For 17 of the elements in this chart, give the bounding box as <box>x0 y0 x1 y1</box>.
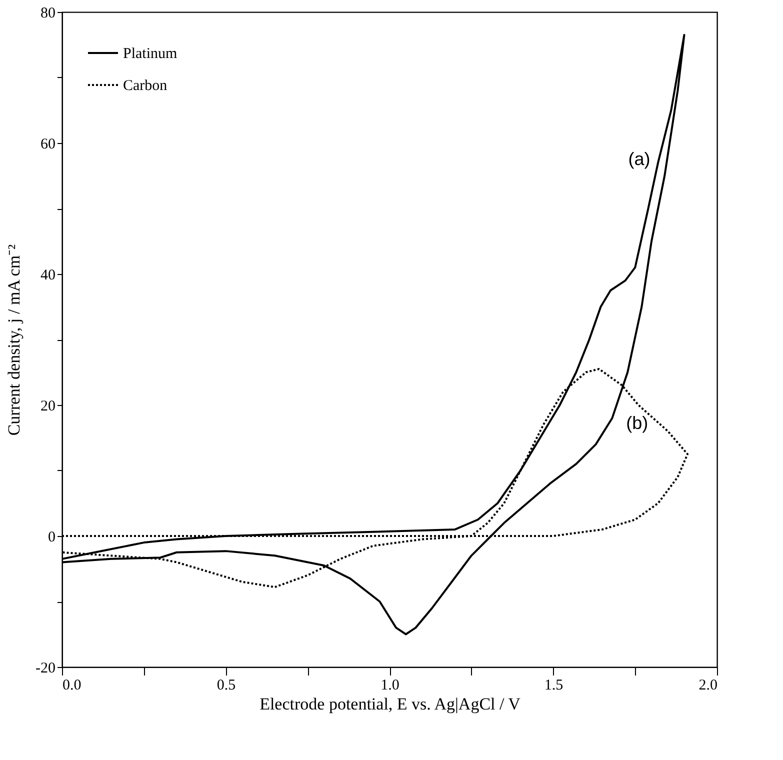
x-tick-label: 1.5 <box>544 678 564 694</box>
legend-label: Platinum <box>123 46 178 62</box>
y-axis-title: Current density, j / mA cm⁻² <box>4 244 24 436</box>
x-tick-label: 0.0 <box>62 678 82 694</box>
y-tick-label: 0 <box>48 530 56 546</box>
y-tick-label: 20 <box>40 398 56 414</box>
x-axis-title: Electrode potential, E vs. Ag|AgCl / V <box>260 694 522 714</box>
x-tick-label: 2.0 <box>698 678 718 694</box>
legend-label: Carbon <box>123 78 168 94</box>
annotation: (a) <box>628 148 650 169</box>
y-tick-label: -20 <box>36 660 56 676</box>
x-tick-label: 1.0 <box>380 678 400 694</box>
y-tick-label: 60 <box>40 136 56 152</box>
y-tick-label: 80 <box>40 6 56 22</box>
x-tick-label: 0.5 <box>216 678 236 694</box>
y-tick-label: 40 <box>40 268 56 284</box>
annotation: (b) <box>626 412 648 433</box>
